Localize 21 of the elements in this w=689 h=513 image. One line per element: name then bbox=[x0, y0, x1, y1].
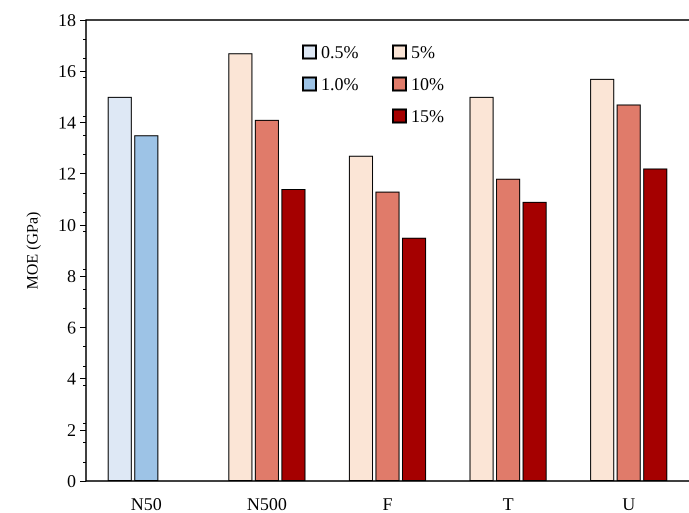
legend-label: 5% bbox=[411, 42, 435, 62]
legend-label: 15% bbox=[411, 106, 444, 126]
y-tick-label: 0 bbox=[67, 471, 76, 491]
legend-label: 0.5% bbox=[321, 42, 358, 62]
y-tick-label: 2 bbox=[67, 420, 76, 440]
y-tick-label: 8 bbox=[67, 266, 76, 286]
legend-label: 1.0% bbox=[321, 74, 358, 94]
y-axis-title: MOE (GPa) bbox=[24, 212, 42, 290]
legend-label: 10% bbox=[411, 74, 444, 94]
x-tick-label: F bbox=[382, 494, 393, 513]
y-tick-label: 18 bbox=[58, 10, 76, 30]
y-tick-label: 12 bbox=[58, 164, 76, 184]
y-tick-label: 14 bbox=[58, 112, 76, 132]
x-tick-label: N50 bbox=[130, 494, 162, 513]
y-tick-label: 6 bbox=[67, 317, 76, 338]
y-tick-label: 10 bbox=[58, 214, 76, 235]
x-tick-label: U bbox=[622, 494, 636, 513]
x-tick-label: T bbox=[502, 494, 514, 513]
y-tick-label: 16 bbox=[58, 61, 76, 82]
y-tick-label: 4 bbox=[67, 368, 76, 389]
x-tick-label: N500 bbox=[246, 494, 287, 513]
